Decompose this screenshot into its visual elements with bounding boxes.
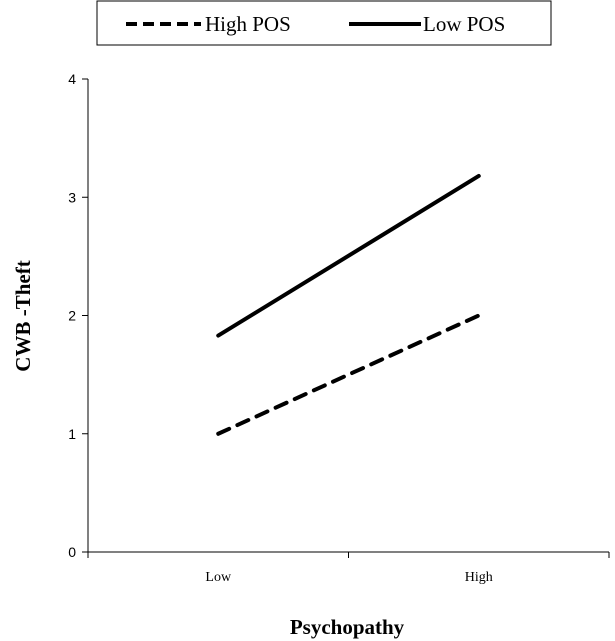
legend: High POS Low POS [96, 0, 552, 46]
y-tick-label: 0 [68, 544, 76, 560]
x-tick-label: High [465, 570, 493, 585]
y-tick-label: 1 [68, 426, 76, 442]
y-tick-label: 2 [68, 308, 76, 324]
y-tick-label: 3 [68, 189, 76, 205]
y-ticks: 0 1 2 3 4 [68, 71, 88, 560]
legend-label-high-pos: High POS [205, 12, 291, 36]
y-tick-label: 4 [68, 71, 76, 87]
x-tick-label: Low [205, 570, 232, 585]
x-ticks: Low High [87, 552, 610, 585]
x-axis-label: Psychopathy [290, 615, 405, 639]
legend-box [96, 0, 552, 46]
series-line-low-pos [216, 173, 481, 338]
legend-label-low-pos: Low POS [423, 12, 505, 36]
series-lines [216, 173, 481, 436]
y-axis-label: CWB -Theft [11, 260, 35, 371]
series-line-high-pos [216, 313, 481, 436]
